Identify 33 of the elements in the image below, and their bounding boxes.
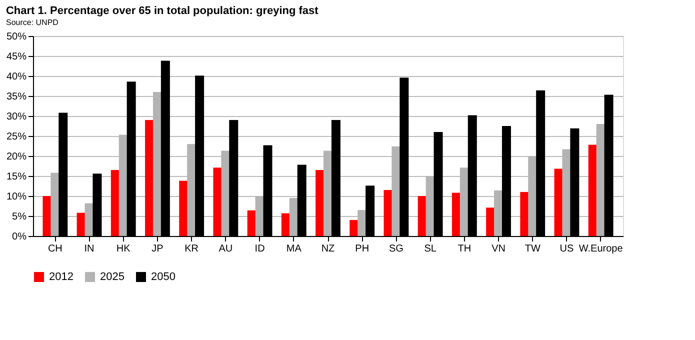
x-tick-label: TW <box>524 244 541 254</box>
x-tick-label: TH <box>458 244 472 254</box>
x-tick-label: KR <box>184 244 199 254</box>
x-tick-label: PH <box>355 244 370 254</box>
y-tick-label: 40% <box>6 72 27 82</box>
y-tick-label: 0% <box>12 232 27 242</box>
legend-label: 2012 <box>49 271 74 283</box>
chart-title: Chart 1. Percentage over 65 in total population: greying fast <box>6 5 319 17</box>
x-tick-label: US <box>560 244 574 254</box>
legend-label: 2050 <box>151 271 176 283</box>
x-tick-label: MA <box>286 244 302 254</box>
x-tick-label: IN <box>84 244 94 254</box>
y-tick-label: 15% <box>6 172 27 182</box>
y-tick-label: 10% <box>6 192 27 202</box>
x-tick-label: HK <box>116 244 131 254</box>
x-tick-label: VN <box>492 244 506 254</box>
y-tick-label: 35% <box>6 92 27 102</box>
x-tick-label: AU <box>218 244 233 254</box>
y-tick-label: 25% <box>6 132 27 142</box>
x-tick-label: NZ <box>321 244 335 254</box>
legend-label: 2025 <box>100 271 124 283</box>
y-tick-label: 50% <box>6 32 27 42</box>
x-tick-label: ID <box>254 244 265 254</box>
x-tick-label: JP <box>152 244 164 254</box>
x-tick-label: SG <box>388 244 404 254</box>
y-tick-label: 30% <box>6 112 27 122</box>
y-tick-label: 20% <box>6 152 27 162</box>
y-tick-label: 45% <box>6 52 27 62</box>
x-tick-label: W.Europe <box>578 244 624 254</box>
x-tick-label: CH <box>48 244 62 254</box>
source-note: Source: UNPD <box>6 18 59 27</box>
y-tick-label: 5% <box>12 212 27 222</box>
x-tick-label: SL <box>424 244 437 254</box>
